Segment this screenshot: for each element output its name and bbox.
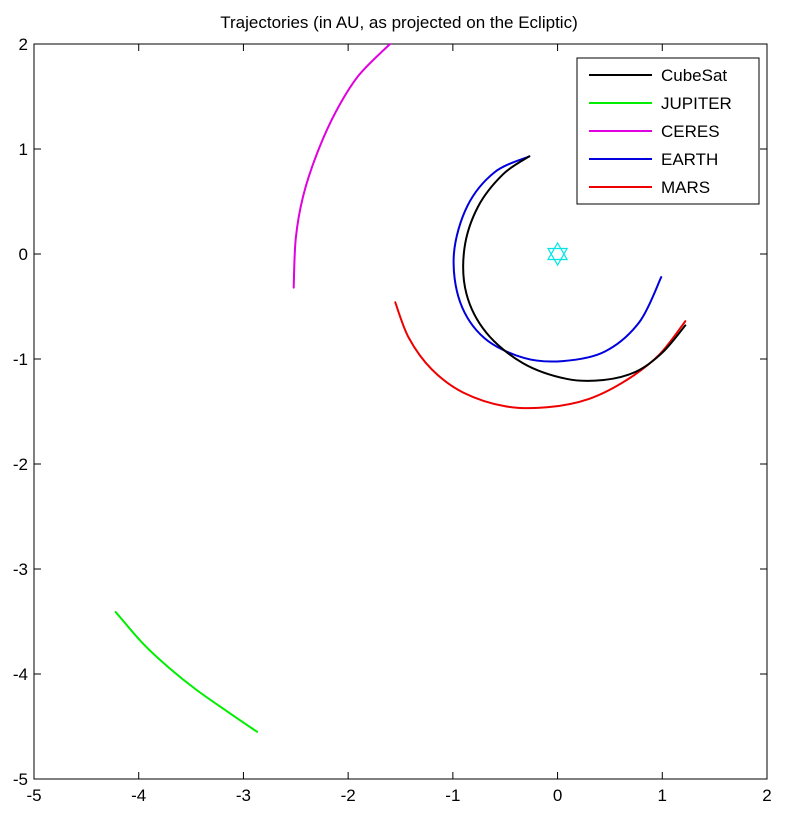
chart-title: Trajectories (in AU, as projected on the… bbox=[220, 13, 577, 32]
x-tick-label: -4 bbox=[131, 786, 146, 805]
y-tick-label: 0 bbox=[19, 245, 28, 264]
x-tick-label: -5 bbox=[26, 786, 41, 805]
x-tick-label: -3 bbox=[236, 786, 251, 805]
legend-label-ceres: CERES bbox=[661, 122, 720, 141]
legend-label-earth: EARTH bbox=[661, 150, 718, 169]
series-line-cubesat bbox=[462, 155, 687, 382]
x-tick-label: 2 bbox=[762, 786, 771, 805]
y-tick-label: -3 bbox=[13, 560, 28, 579]
series-lines bbox=[114, 43, 687, 733]
legend-label-jupiter: JUPITER bbox=[661, 94, 732, 113]
y-tick-label: -5 bbox=[13, 770, 28, 789]
series-line-earth bbox=[452, 155, 663, 363]
series-line-ceres bbox=[292, 43, 392, 289]
legend-label-cubesat: CubeSat bbox=[661, 66, 727, 85]
y-tick-label: -2 bbox=[13, 455, 28, 474]
y-tick-label: -4 bbox=[13, 665, 28, 684]
sun-marker-layer bbox=[547, 241, 569, 267]
axis-ticks: -5 -4 -3 -2 -1 0 1 2 2 1 0 -1 -2 -3 -4 -5 bbox=[13, 35, 772, 805]
x-tick-label: 0 bbox=[553, 786, 562, 805]
series-line-jupiter bbox=[114, 611, 259, 733]
sun-hexagram-marker bbox=[547, 241, 569, 267]
y-tick-label: 2 bbox=[19, 35, 28, 54]
legend: CubeSat JUPITER CERES EARTH MARS bbox=[576, 57, 760, 205]
x-tick-label: -1 bbox=[445, 786, 460, 805]
x-tick-label: 1 bbox=[658, 786, 667, 805]
y-tick-label: -1 bbox=[13, 350, 28, 369]
y-tick-label: 1 bbox=[19, 140, 28, 159]
x-tick-label: -2 bbox=[341, 786, 356, 805]
legend-label-mars: MARS bbox=[661, 178, 710, 197]
